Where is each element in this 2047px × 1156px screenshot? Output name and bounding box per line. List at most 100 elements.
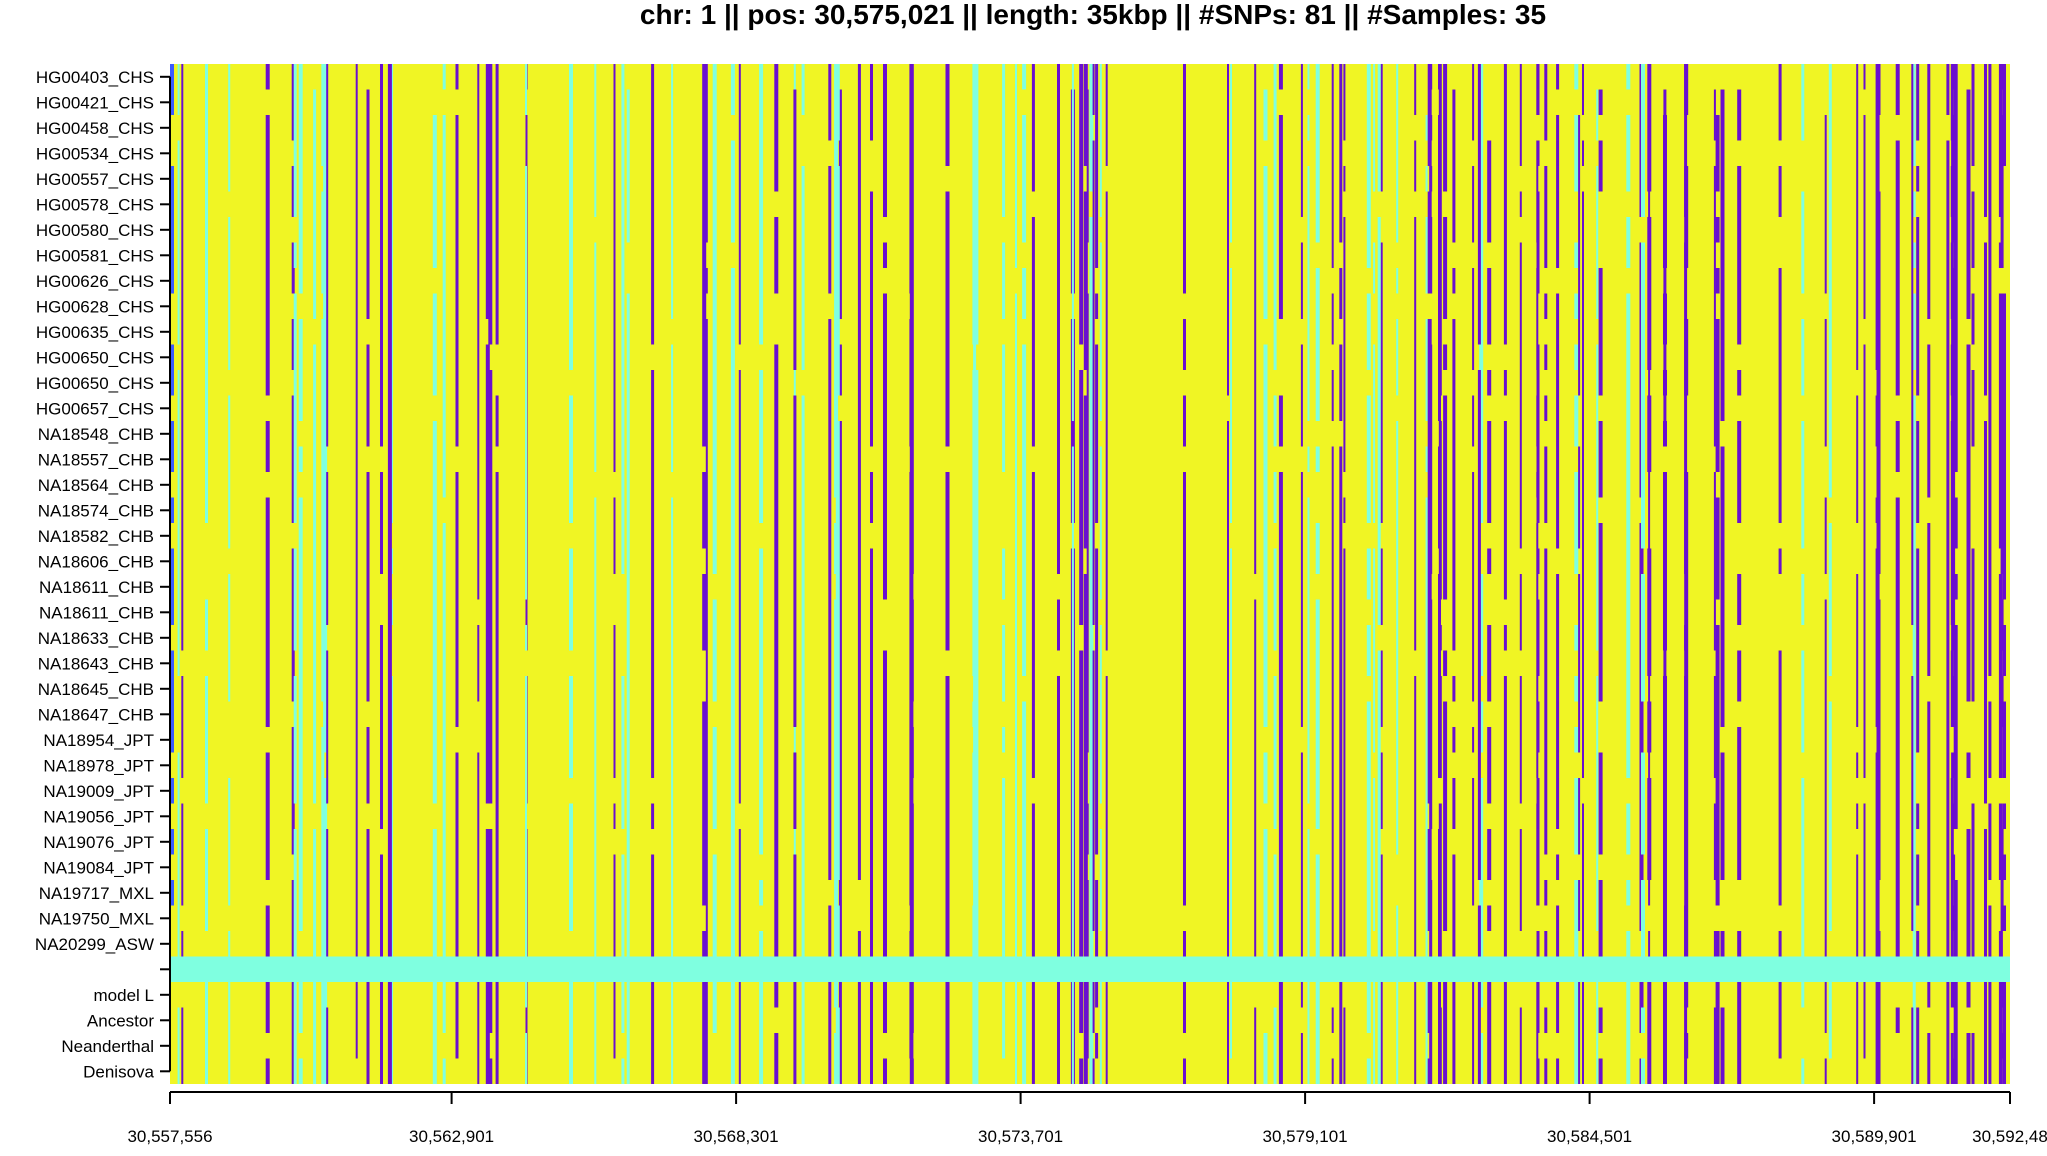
- heatmap-cell: [1273, 752, 1277, 778]
- heatmap-cell: [1071, 880, 1074, 906]
- heatmap-cell: [1099, 319, 1102, 345]
- heatmap-cell: [1307, 523, 1310, 549]
- heatmap-cell: [945, 242, 950, 268]
- heatmap-cell: [909, 217, 914, 243]
- heatmap-cell: [834, 370, 839, 396]
- heatmap-cell: [1377, 319, 1381, 345]
- heatmap-cell: [1429, 166, 1433, 192]
- heatmap-cell: [1079, 931, 1084, 957]
- heatmap-cell: [1720, 599, 1725, 625]
- heatmap-cell: [1875, 89, 1880, 115]
- heatmap-cell: [495, 1058, 499, 1084]
- heatmap-cell: [181, 803, 184, 829]
- heatmap-cell: [1801, 727, 1805, 753]
- heatmap-cell: [774, 905, 779, 931]
- heatmap-cell: [834, 523, 839, 549]
- heatmap-cell: [495, 140, 499, 166]
- heatmap-cell: [883, 293, 887, 319]
- heatmap-cell: [1477, 982, 1481, 1008]
- heatmap-cell: [651, 931, 655, 957]
- heatmap-cell: [525, 140, 528, 166]
- heatmap-cell: [1095, 89, 1099, 115]
- heatmap-cell: [1377, 395, 1381, 421]
- heatmap-cell: [1300, 64, 1303, 90]
- heatmap-cell: [1057, 472, 1060, 498]
- heatmap-cell: [1544, 778, 1548, 804]
- heatmap-cell: [323, 1033, 328, 1059]
- heatmap-cell: [730, 344, 735, 370]
- heatmap-cell: [1998, 1058, 2003, 1084]
- heatmap-cell: [442, 625, 446, 651]
- heatmap-cell: [228, 242, 231, 268]
- heatmap-cell: [355, 89, 358, 115]
- heatmap-cell: [1031, 89, 1035, 115]
- heatmap-cell: [1856, 905, 1859, 931]
- heatmap-cell: [1912, 140, 1916, 166]
- heatmap-cell: [477, 548, 480, 574]
- heatmap-cell: [1263, 625, 1268, 651]
- heatmap-cell: [705, 319, 708, 345]
- heatmap-cell: [1647, 217, 1652, 243]
- heatmap-cell: [1916, 625, 1920, 651]
- heatmap-cell: [1083, 650, 1088, 676]
- heatmap-cell: [1801, 268, 1805, 294]
- heatmap-cell: [293, 829, 297, 855]
- heatmap-cell: [1647, 599, 1652, 625]
- heatmap-cell: [326, 64, 329, 90]
- heatmap-cell: [834, 293, 839, 319]
- heatmap-cell: [1183, 931, 1186, 957]
- heatmap-cell: [1071, 472, 1074, 498]
- heatmap-cell: [1396, 676, 1399, 702]
- heatmap-cell: [1183, 319, 1186, 345]
- heatmap-cell: [1598, 1058, 1603, 1084]
- heatmap-cell: [1083, 446, 1088, 472]
- heatmap-cell: [442, 217, 446, 243]
- heatmap-cell: [793, 242, 797, 268]
- heatmap-cell: [1099, 829, 1102, 855]
- heatmap-cell: [1596, 395, 1599, 421]
- heatmap-cell: [626, 548, 630, 574]
- heatmap-cell: [1105, 89, 1108, 115]
- heatmap-cell: [1626, 472, 1631, 498]
- heatmap-cell: [313, 625, 317, 651]
- heatmap-cell: [1472, 89, 1475, 115]
- heatmap-cell: [1307, 854, 1310, 880]
- heatmap-cell: [1536, 701, 1540, 727]
- heatmap-cell: [1307, 982, 1310, 1008]
- heatmap-cell: [313, 1033, 317, 1059]
- heatmap-cell: [1828, 446, 1832, 472]
- heatmap-cell: [387, 854, 392, 880]
- heatmap-cell: [828, 1033, 832, 1059]
- heatmap-cell: [1300, 701, 1303, 727]
- heatmap-cell: [1057, 344, 1060, 370]
- heatmap-cell: [1966, 880, 1971, 906]
- heatmap-cell: [1307, 548, 1310, 574]
- heatmap-cell: [613, 344, 616, 370]
- heatmap-cell: [1343, 446, 1346, 472]
- heatmap-cell: [1737, 89, 1742, 115]
- heatmap-cell: [909, 191, 914, 217]
- heatmap-cell: [1641, 370, 1645, 396]
- heatmap-cell: [793, 344, 797, 370]
- heatmap-cell: [1092, 395, 1095, 421]
- heatmap-cell: [1307, 727, 1310, 753]
- heatmap-cell: [1596, 370, 1599, 396]
- heatmap-cell: [1315, 752, 1320, 778]
- heatmap-cell: [651, 191, 655, 217]
- heatmap-cell: [355, 676, 358, 702]
- heatmap-cell: [1438, 548, 1442, 574]
- heatmap-cell: [1307, 599, 1310, 625]
- heatmap-cell: [1715, 319, 1720, 345]
- heatmap-cell: [671, 854, 674, 880]
- heatmap-cell: [1343, 115, 1346, 141]
- heatmap-cell: [1031, 676, 1035, 702]
- heatmap-cell: [1574, 548, 1579, 574]
- heatmap-cell: [1015, 497, 1017, 523]
- heatmap-cell: [702, 140, 707, 166]
- heatmap-cell: [1300, 523, 1303, 549]
- heatmap-cell: [1737, 217, 1742, 243]
- heatmap-cell: [651, 293, 655, 319]
- heatmap-cell: [870, 905, 873, 931]
- heatmap-cell: [355, 574, 358, 600]
- heatmap-cell: [1083, 905, 1088, 931]
